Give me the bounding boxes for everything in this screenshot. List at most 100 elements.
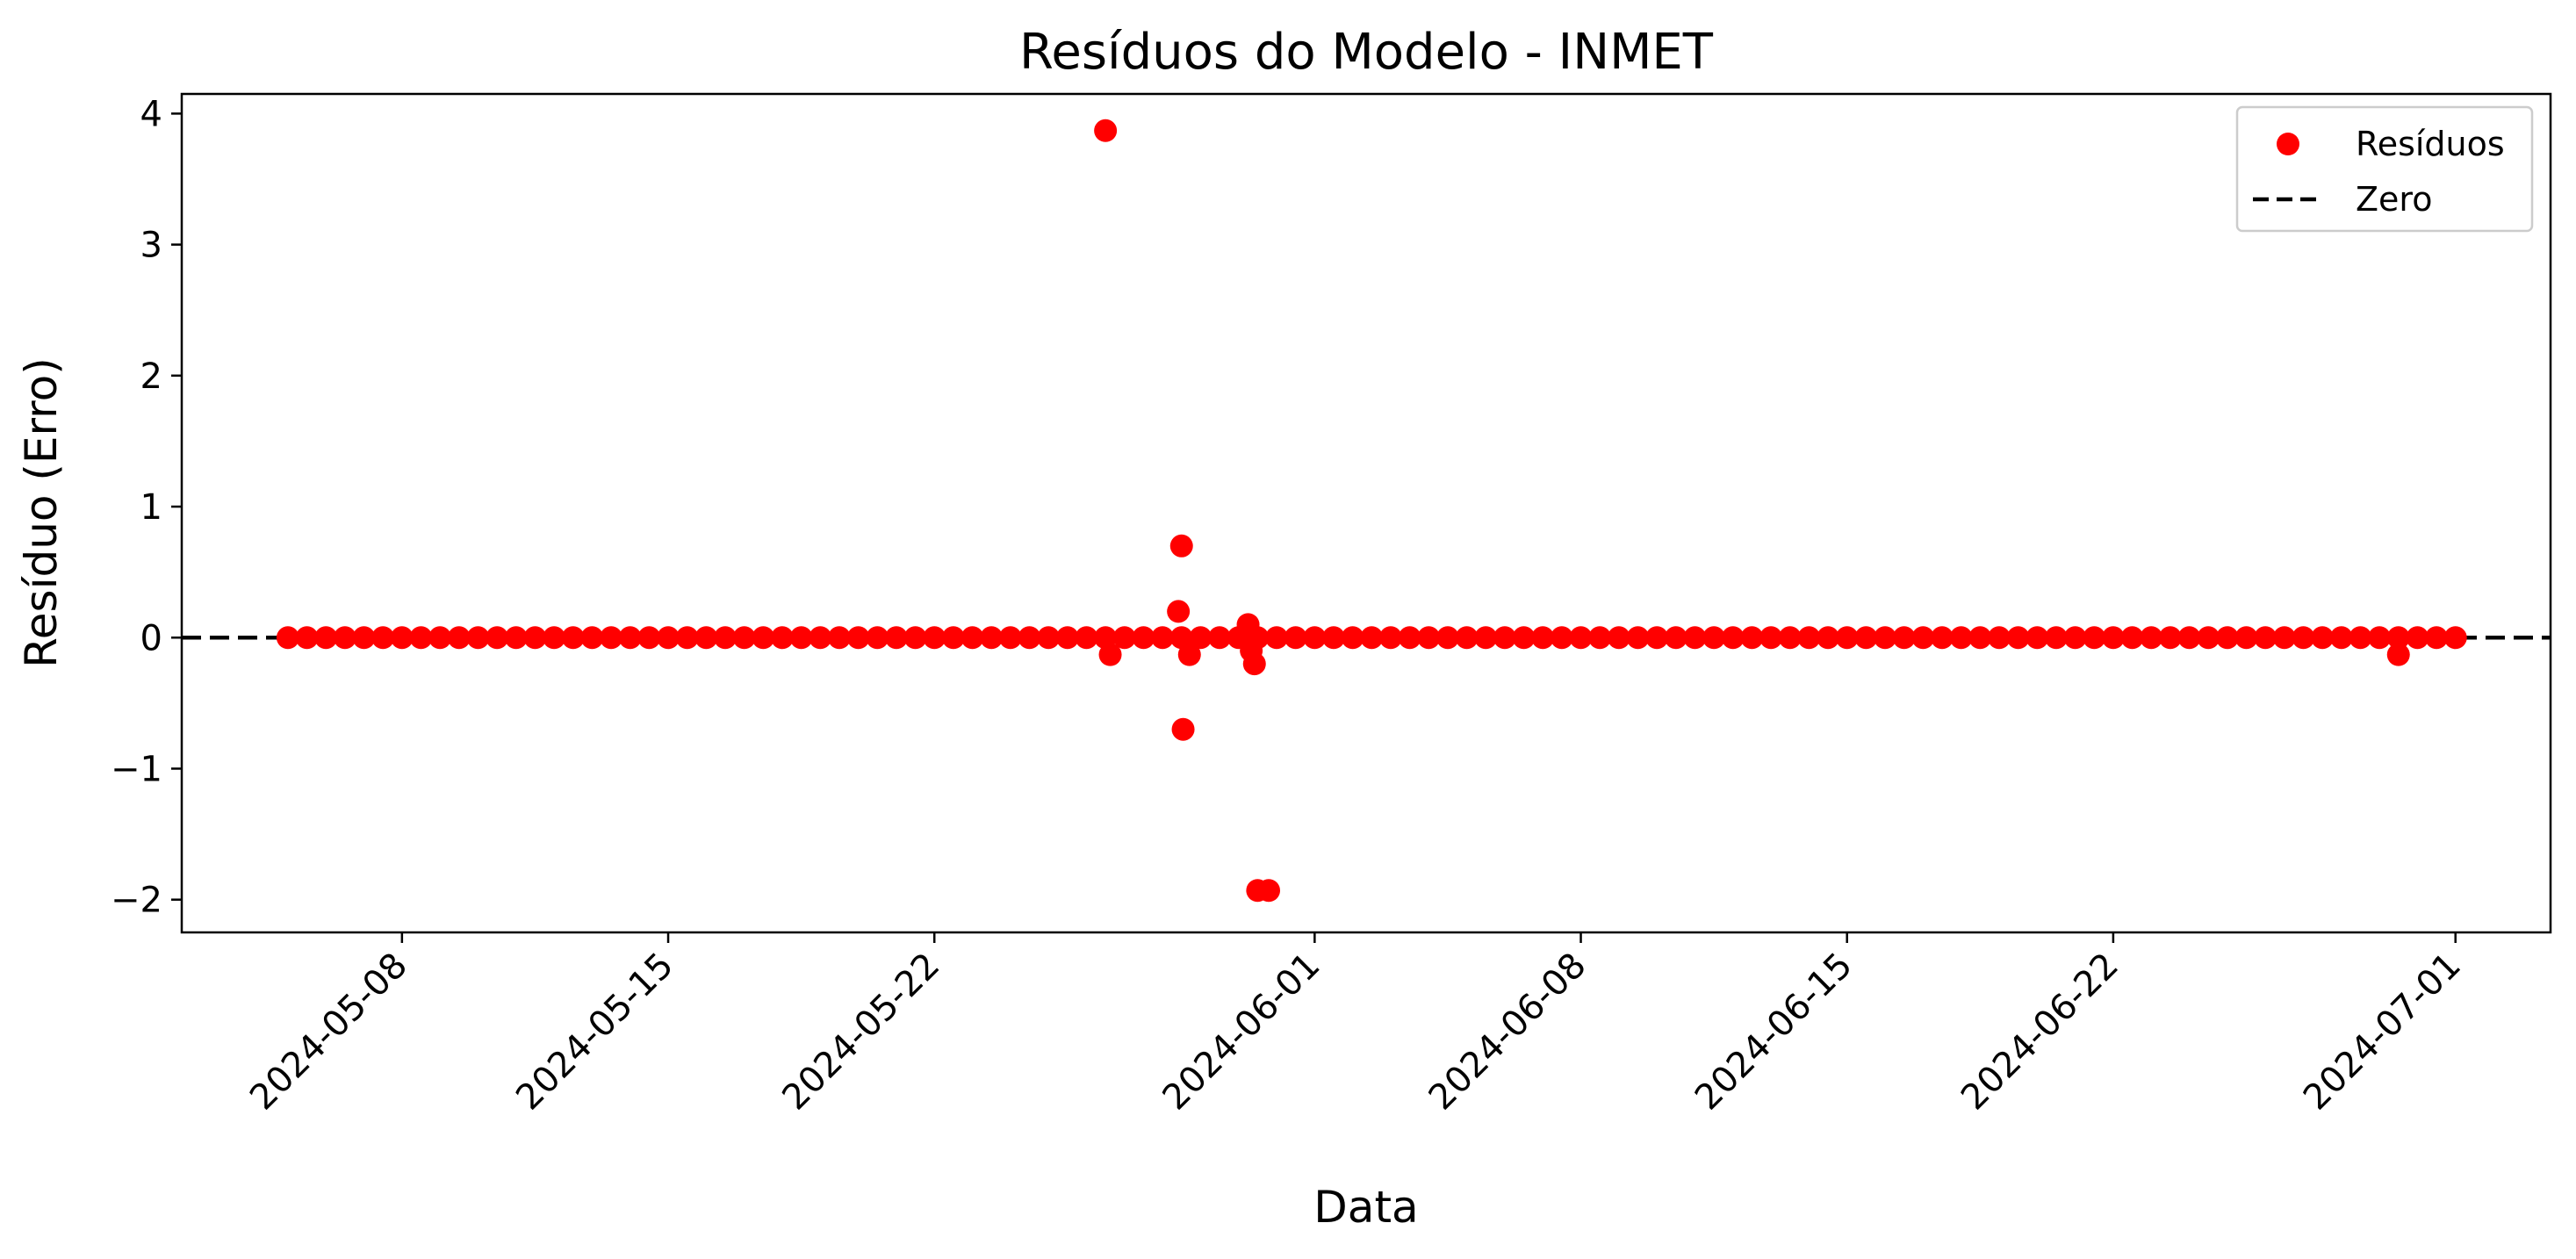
residual-point xyxy=(2140,626,2163,650)
residual-point xyxy=(2368,626,2392,650)
residual-point xyxy=(1512,626,1536,650)
residual-point xyxy=(961,626,984,650)
residual-point xyxy=(1588,626,1612,650)
residual-point xyxy=(1236,613,1260,637)
residual-point xyxy=(1167,600,1191,623)
residual-point xyxy=(466,626,490,650)
legend-label-zero: Zero xyxy=(2356,180,2432,219)
residual-point xyxy=(675,626,699,650)
residual-point xyxy=(1112,626,1136,650)
residual-point xyxy=(1169,534,1193,558)
residual-point xyxy=(1417,626,1441,650)
residual-point xyxy=(1303,626,1327,650)
residual-point xyxy=(809,626,832,650)
residual-point xyxy=(371,626,395,650)
residual-point xyxy=(2101,626,2125,650)
residual-point xyxy=(1569,626,1593,650)
residual-point xyxy=(2311,626,2335,650)
residual-point xyxy=(1931,626,1954,650)
residual-point xyxy=(1892,626,1916,650)
legend: Resíduos Zero xyxy=(2235,105,2534,233)
residual-point xyxy=(1968,626,1992,650)
residual-point xyxy=(2120,626,2144,650)
residual-point xyxy=(486,626,509,650)
y-tick-label: 3 xyxy=(140,226,162,266)
residual-point xyxy=(1664,626,1687,650)
residual-point xyxy=(1177,643,1201,666)
residual-point xyxy=(333,626,356,650)
residual-point xyxy=(2425,626,2449,650)
residual-point xyxy=(846,626,870,650)
residual-point xyxy=(1037,626,1061,650)
y-tick-label: −1 xyxy=(111,749,162,789)
residual-point xyxy=(1645,626,1669,650)
residual-point xyxy=(580,626,604,650)
y-tick-label: 2 xyxy=(140,356,162,397)
residual-point xyxy=(1018,626,1041,650)
chart-title: Resíduos do Modelo - INMET xyxy=(1019,24,1714,81)
residual-point xyxy=(866,626,889,650)
residual-point xyxy=(428,626,452,650)
residual-point xyxy=(2292,626,2315,650)
residual-point xyxy=(1436,626,1459,650)
residual-point xyxy=(1265,626,1289,650)
residual-point xyxy=(1132,626,1155,650)
residual-point xyxy=(2158,626,2182,650)
residual-point xyxy=(1626,626,1650,650)
residual-point xyxy=(2044,626,2068,650)
residual-point xyxy=(1094,119,1118,142)
residual-point xyxy=(1171,717,1195,741)
residual-point xyxy=(884,626,908,650)
residual-point xyxy=(561,626,585,650)
residual-point xyxy=(390,626,414,650)
y-tick-label: 0 xyxy=(140,618,162,658)
residual-point xyxy=(1398,626,1421,650)
residual-point xyxy=(923,626,946,650)
y-axis-label: Resíduo (Erro) xyxy=(16,357,67,667)
residual-point xyxy=(276,626,299,650)
residual-point xyxy=(600,626,623,650)
residual-point xyxy=(1341,626,1364,650)
residual-point xyxy=(714,626,738,650)
residual-point xyxy=(1208,626,1232,650)
residual-point xyxy=(1378,626,1402,650)
residual-point xyxy=(1493,626,1516,650)
residual-point xyxy=(998,626,1022,650)
residual-point xyxy=(352,626,376,650)
residual-point xyxy=(941,626,965,650)
residual-point xyxy=(523,626,547,650)
residual-point xyxy=(2386,643,2410,666)
residual-point xyxy=(1835,626,1859,650)
residual-point xyxy=(1169,626,1193,650)
residual-point xyxy=(2006,626,2030,650)
residual-point xyxy=(1607,626,1630,650)
residual-point xyxy=(447,626,471,650)
residual-point xyxy=(2272,626,2296,650)
residual-point xyxy=(980,626,1004,650)
residual-point xyxy=(2329,626,2353,650)
residual-point xyxy=(1189,626,1212,650)
residual-point xyxy=(2026,626,2049,650)
residual-point xyxy=(1550,626,1573,650)
legend-marker-residuos xyxy=(2277,133,2299,155)
residual-point xyxy=(770,626,794,650)
residual-point xyxy=(2254,626,2277,650)
residual-point xyxy=(1817,626,1840,650)
residual-point xyxy=(295,626,319,650)
residual-point xyxy=(1242,652,1266,676)
residual-points xyxy=(276,119,2467,903)
residual-point xyxy=(732,626,756,650)
residual-point xyxy=(1759,626,1783,650)
residual-point xyxy=(1098,643,1122,666)
plot-area xyxy=(180,92,2552,934)
y-axis: −2 −1 0 1 2 3 4 xyxy=(111,94,182,921)
residual-point xyxy=(2234,626,2258,650)
residual-point xyxy=(1257,879,1281,903)
residual-point xyxy=(694,626,718,650)
residual-point xyxy=(1455,626,1479,650)
residual-point xyxy=(504,626,528,650)
residual-point xyxy=(1474,626,1498,650)
residual-point xyxy=(2215,626,2239,650)
residual-point xyxy=(2197,626,2220,650)
